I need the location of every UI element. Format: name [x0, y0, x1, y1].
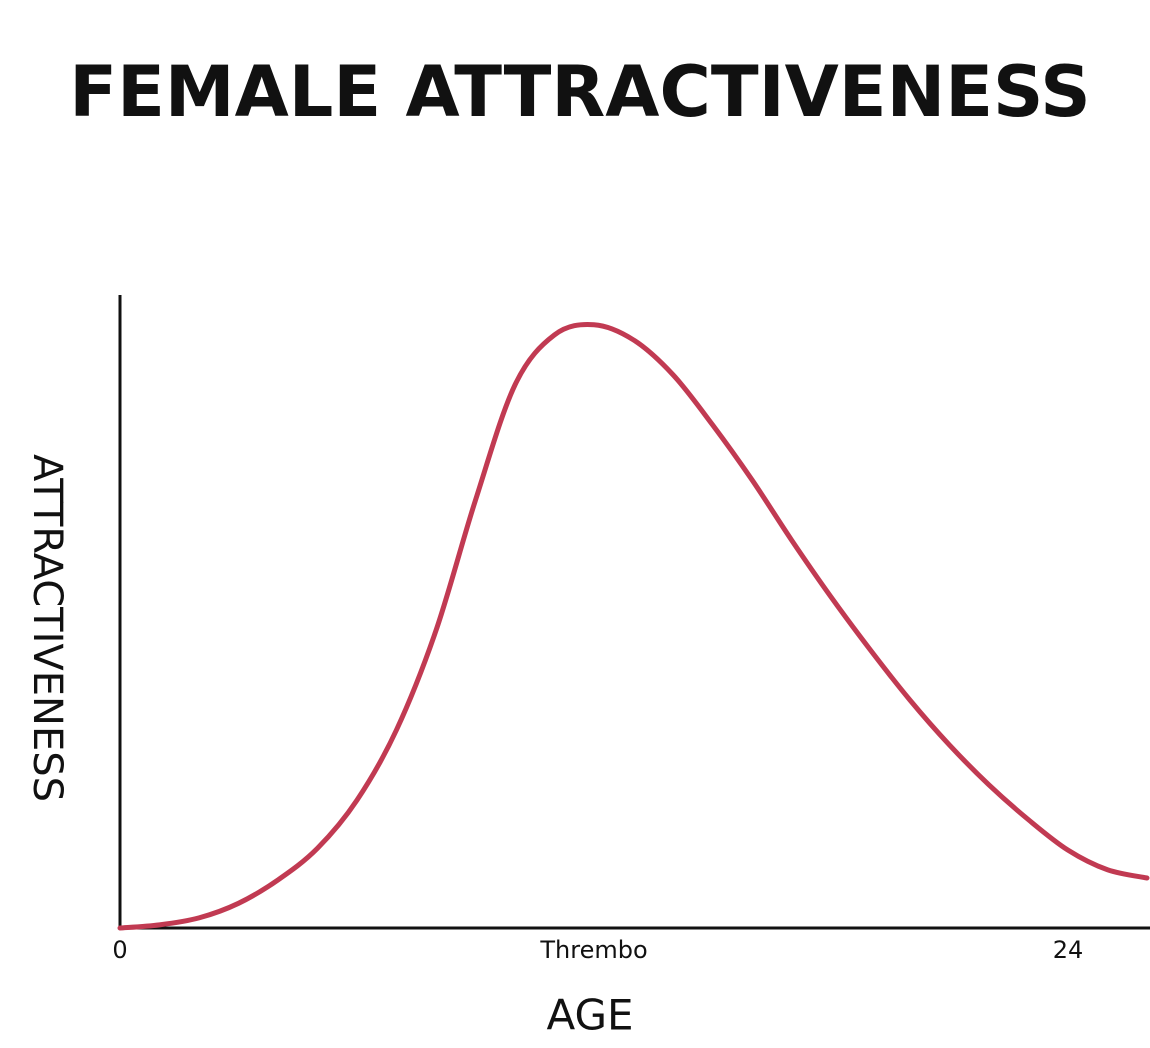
- y-axis-label: ATTRACTIVENESS: [24, 454, 70, 802]
- x-tick-label: 24: [1053, 936, 1084, 964]
- chart-title: FEMALE ATTRACTIVENESS: [69, 51, 1090, 133]
- x-tick-label: 0: [112, 936, 127, 964]
- x-tick-label: Thrembo: [539, 936, 647, 964]
- line-series: [117, 322, 1150, 931]
- x-axis-label: AGE: [546, 991, 633, 1040]
